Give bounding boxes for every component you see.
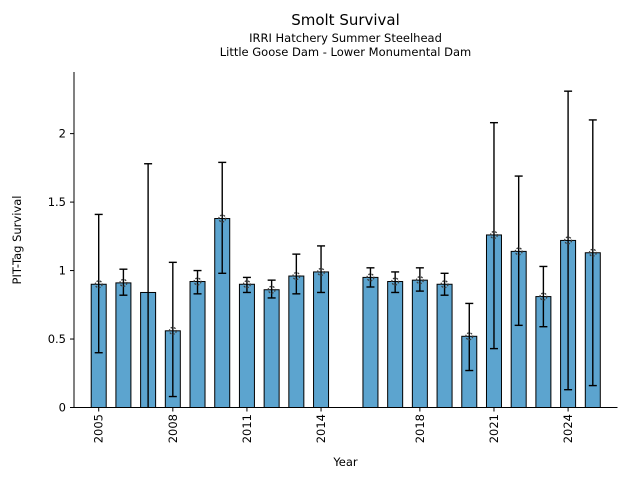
chart-title: Smolt Survival: [291, 11, 400, 29]
marker-2005: [94, 280, 103, 289]
marker-2022: [514, 247, 523, 256]
bar-2012: [263, 289, 280, 409]
bar-2013: [288, 275, 305, 409]
marker-2016: [366, 273, 375, 282]
x-tick-label-2024: 2024: [561, 414, 575, 443]
marker-2010: [218, 214, 227, 223]
y-tick-label-1.5: 1.5: [48, 195, 66, 209]
bar-2016: [362, 276, 379, 409]
marker-2025: [588, 248, 597, 257]
bar-2011: [238, 283, 255, 408]
marker-2024: [564, 236, 573, 245]
marker-2023: [539, 292, 548, 301]
marker-2014: [316, 267, 326, 276]
marker-2020: [465, 332, 474, 341]
x-tick-label-2005: 2005: [92, 414, 106, 443]
marker-2013: [292, 271, 301, 281]
marker-2018: [415, 276, 424, 285]
x-tick-label-2011: 2011: [240, 414, 254, 443]
bar-2009: [189, 281, 206, 408]
bar-2006: [115, 282, 132, 408]
marker-2021: [489, 230, 499, 240]
x-tick-label-2018: 2018: [413, 414, 427, 443]
y-tick-label-1: 1: [59, 264, 66, 278]
y-tick-label-0.5: 0.5: [48, 332, 66, 346]
y-tick-label-2: 2: [59, 127, 66, 141]
bar-2019: [436, 283, 453, 408]
marker-2006: [119, 278, 128, 287]
bar-2017: [387, 281, 404, 408]
chart-subtitle-line1: IRRI Hatchery Summer Steelhead: [249, 31, 442, 45]
x-tick-label-2014: 2014: [314, 414, 328, 443]
marker-2012: [267, 285, 276, 294]
marker-2019: [440, 280, 449, 289]
marker-2011: [242, 280, 251, 289]
marker-2017: [391, 277, 400, 286]
marker-2009: [193, 277, 202, 286]
bar-2018: [411, 279, 428, 408]
x-tick-label-2008: 2008: [166, 414, 180, 443]
x-axis-label: Year: [333, 455, 358, 469]
chart-subtitle-line2: Little Goose Dam - Lower Monumental Dam: [219, 45, 472, 59]
x-tick-label-2021: 2021: [487, 414, 501, 443]
marker-2008: [168, 326, 177, 335]
y-tick-label-0: 0: [59, 401, 66, 415]
